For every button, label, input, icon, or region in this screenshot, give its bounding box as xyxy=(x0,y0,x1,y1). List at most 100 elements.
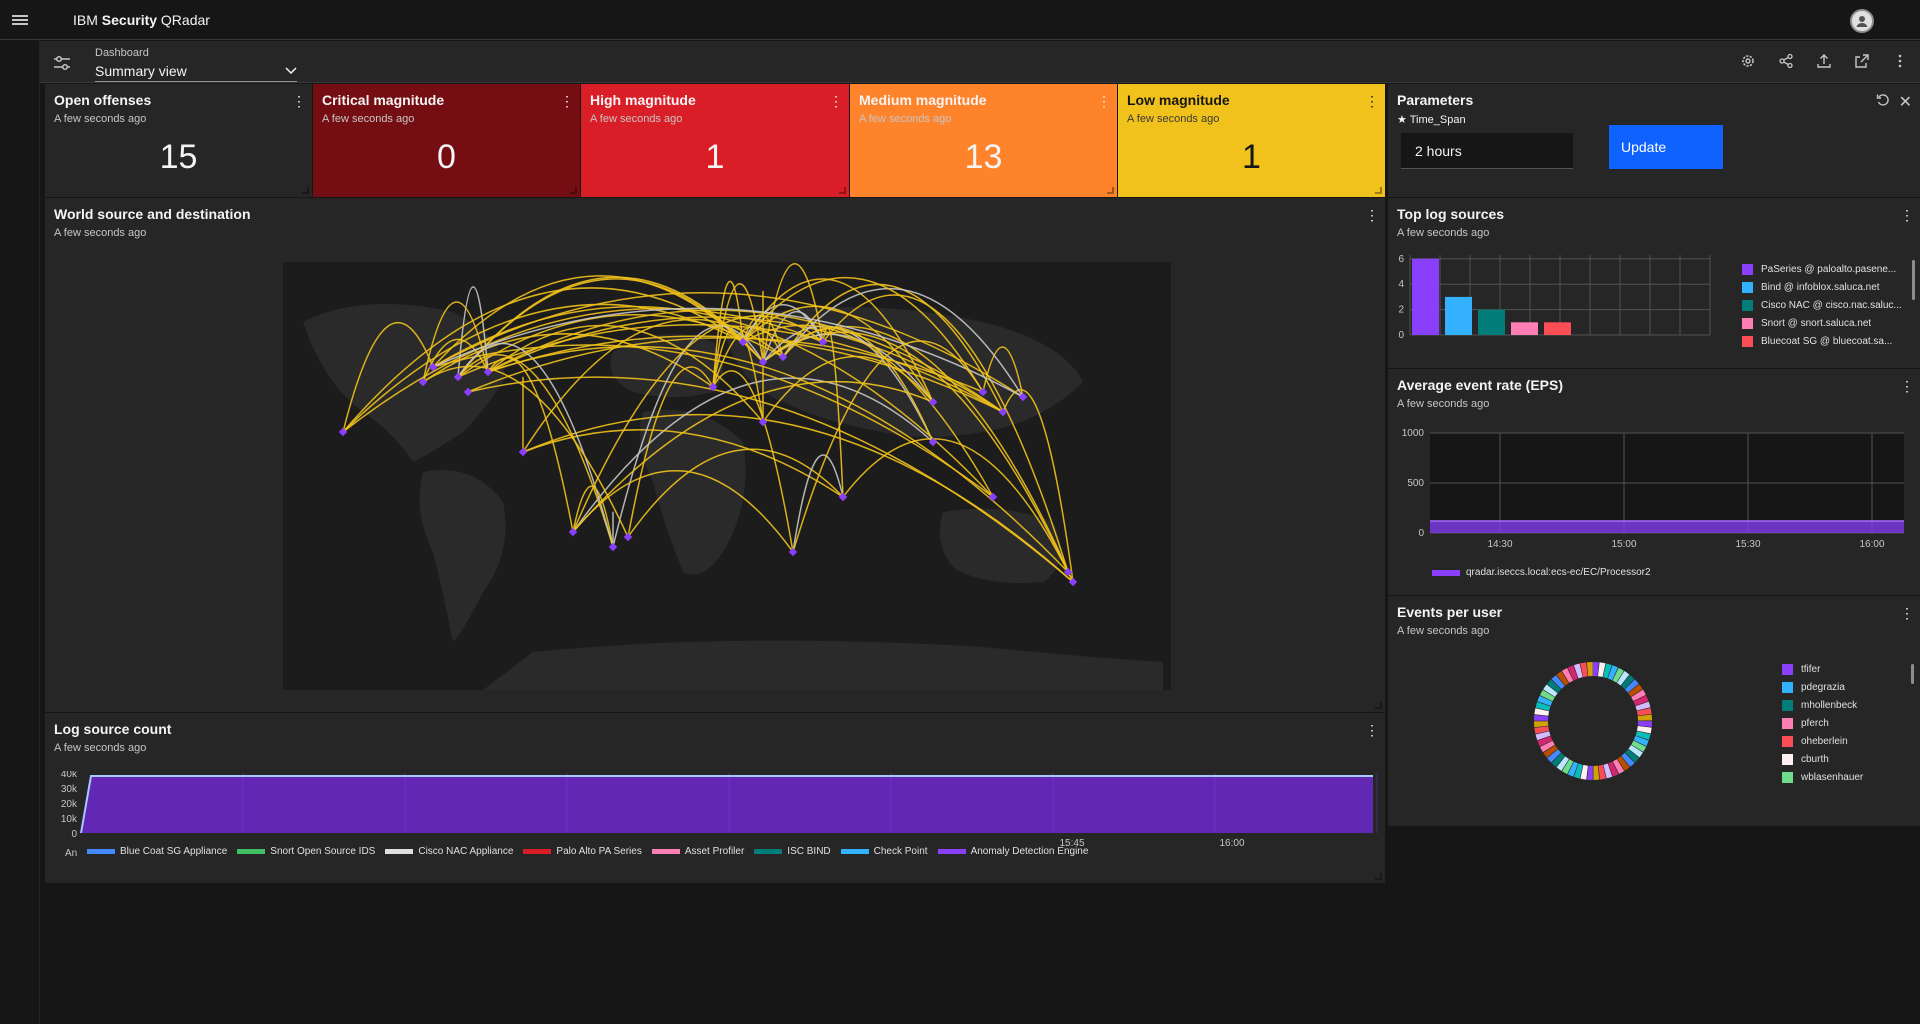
donut-slice[interactable] xyxy=(1534,662,1652,780)
donut-slice[interactable] xyxy=(1534,662,1652,780)
overflow-menu-icon[interactable]: ⋮ xyxy=(1097,93,1111,109)
donut-slice[interactable] xyxy=(1534,662,1652,780)
bar[interactable] xyxy=(1511,322,1538,335)
legend-item[interactable]: Snort @ snort.saluca.net xyxy=(1742,318,1871,329)
donut-slice[interactable] xyxy=(1534,662,1652,780)
resize-handle-icon[interactable] xyxy=(302,187,309,194)
filter-settings-icon[interactable] xyxy=(48,49,76,77)
donut-slice[interactable] xyxy=(1534,662,1652,780)
donut-slice[interactable] xyxy=(1534,662,1652,780)
scrollbar[interactable] xyxy=(1912,260,1915,300)
donut-slice[interactable] xyxy=(1534,662,1652,780)
legend-item[interactable]: Bind @ infoblox.saluca.net xyxy=(1742,282,1880,293)
reset-icon[interactable] xyxy=(1876,93,1890,112)
bar[interactable] xyxy=(1445,296,1472,335)
donut-slice[interactable] xyxy=(1534,662,1652,780)
donut-slice[interactable] xyxy=(1534,662,1652,780)
donut-slice[interactable] xyxy=(1534,662,1652,780)
legend-item[interactable]: Cisco NAC @ cisco.nac.saluc... xyxy=(1742,300,1902,311)
donut-slice[interactable] xyxy=(1534,662,1652,780)
overflow-menu-icon[interactable]: ⋮ xyxy=(829,93,843,109)
overflow-menu-icon[interactable]: ⋮ xyxy=(1900,605,1914,621)
donut-slice[interactable] xyxy=(1534,662,1652,780)
location-marker[interactable] xyxy=(1018,392,1028,402)
donut-slice[interactable] xyxy=(1534,662,1652,780)
share-icon[interactable] xyxy=(1776,51,1796,71)
donut-slice[interactable] xyxy=(1534,662,1652,780)
donut-slice[interactable] xyxy=(1534,662,1652,780)
series-area[interactable] xyxy=(81,776,1373,833)
time-span-input[interactable]: 2 hours xyxy=(1401,133,1573,169)
overflow-menu-icon[interactable]: ⋮ xyxy=(1900,378,1914,394)
donut-slice[interactable] xyxy=(1534,662,1652,780)
legend-item[interactable]: mhollenbeck xyxy=(1782,700,1857,711)
donut-slice[interactable] xyxy=(1534,662,1652,780)
location-marker[interactable] xyxy=(758,417,768,427)
donut-slice[interactable] xyxy=(1534,662,1652,780)
resize-handle-icon[interactable] xyxy=(1375,873,1382,880)
location-marker[interactable] xyxy=(418,377,428,387)
donut-slice[interactable] xyxy=(1534,662,1652,780)
donut-slice[interactable] xyxy=(1534,662,1652,780)
resize-handle-icon[interactable] xyxy=(570,187,577,194)
overflow-menu-icon[interactable]: ⋮ xyxy=(560,93,574,109)
donut-slice[interactable] xyxy=(1534,662,1652,780)
donut-slice[interactable] xyxy=(1534,662,1652,780)
donut-slice[interactable] xyxy=(1534,662,1652,780)
donut-slice[interactable] xyxy=(1534,662,1652,780)
legend-item[interactable]: Snort Open Source IDS xyxy=(237,846,375,857)
legend-item[interactable]: Asset Profiler xyxy=(651,846,744,857)
donut-slice[interactable] xyxy=(1534,662,1652,780)
donut-slice[interactable] xyxy=(1534,662,1652,780)
series-area[interactable] xyxy=(1430,521,1904,533)
donut-slice[interactable] xyxy=(1534,662,1652,780)
location-marker[interactable] xyxy=(483,367,493,377)
legend-item[interactable]: oheberlein xyxy=(1782,736,1848,747)
legend-item[interactable]: PaSeries @ paloalto.pasene... xyxy=(1742,264,1896,275)
donut-slice[interactable] xyxy=(1534,662,1652,780)
legend-item[interactable]: pferch xyxy=(1782,718,1829,729)
location-marker[interactable] xyxy=(978,387,988,397)
location-marker[interactable] xyxy=(818,337,828,347)
donut-slice[interactable] xyxy=(1534,662,1652,780)
bar[interactable] xyxy=(1478,309,1505,335)
donut-slice[interactable] xyxy=(1534,662,1652,780)
location-marker[interactable] xyxy=(988,492,998,502)
location-marker[interactable] xyxy=(928,437,938,447)
location-marker[interactable] xyxy=(998,407,1008,417)
location-marker[interactable] xyxy=(758,357,768,367)
legend-item[interactable]: Anomaly Detection Engine xyxy=(937,846,1088,857)
events-per-user-donut[interactable] xyxy=(1528,656,1658,786)
donut-slice[interactable] xyxy=(1534,662,1652,780)
donut-slice[interactable] xyxy=(1534,662,1652,780)
location-marker[interactable] xyxy=(518,447,528,457)
overflow-menu-icon[interactable]: ⋮ xyxy=(1365,93,1379,109)
donut-slice[interactable] xyxy=(1534,662,1652,780)
resize-handle-icon[interactable] xyxy=(1375,702,1382,709)
location-marker[interactable] xyxy=(928,397,938,407)
bar[interactable] xyxy=(1544,322,1571,335)
donut-slice[interactable] xyxy=(1534,662,1652,780)
resize-handle-icon[interactable] xyxy=(1375,187,1382,194)
legend-item[interactable]: tfifer xyxy=(1782,664,1820,675)
donut-slice[interactable] xyxy=(1534,662,1652,780)
donut-slice[interactable] xyxy=(1534,662,1652,780)
donut-slice[interactable] xyxy=(1534,662,1652,780)
user-avatar-icon[interactable] xyxy=(1850,9,1874,33)
legend-item[interactable]: Blue Coat SG Appliance xyxy=(87,846,227,857)
location-marker[interactable] xyxy=(338,427,348,437)
update-button[interactable]: Update xyxy=(1609,125,1723,169)
donut-slice[interactable] xyxy=(1534,662,1652,780)
donut-slice[interactable] xyxy=(1534,662,1652,780)
legend-item[interactable]: cburth xyxy=(1782,754,1829,765)
launch-icon[interactable] xyxy=(1852,51,1872,71)
overflow-menu-icon[interactable] xyxy=(1890,51,1910,71)
bar[interactable] xyxy=(1412,258,1439,335)
location-marker[interactable] xyxy=(453,372,463,382)
dashboard-select[interactable]: Summary view xyxy=(95,60,297,82)
donut-slice[interactable] xyxy=(1534,662,1652,780)
donut-slice[interactable] xyxy=(1534,662,1652,780)
location-marker[interactable] xyxy=(778,352,788,362)
settings-icon[interactable] xyxy=(1738,51,1758,71)
top-log-sources-chart[interactable]: 6 4 2 0 xyxy=(1392,253,1722,353)
